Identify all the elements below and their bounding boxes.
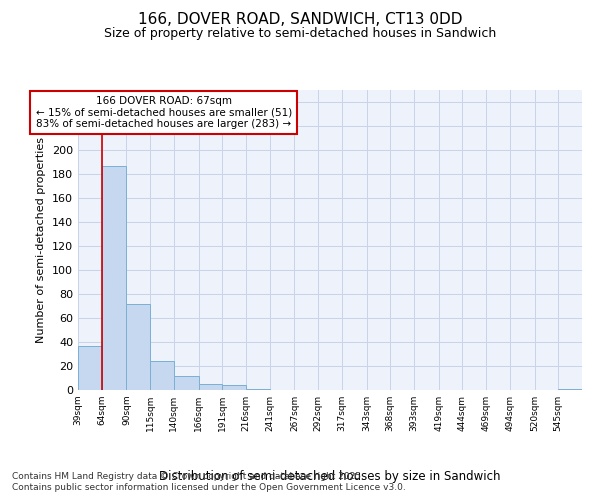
Text: Contains public sector information licensed under the Open Government Licence v3: Contains public sector information licen… (12, 484, 406, 492)
X-axis label: Distribution of semi-detached houses by size in Sandwich: Distribution of semi-detached houses by … (159, 470, 501, 483)
Bar (127, 304, 150, 390)
Bar (199, 384, 222, 390)
Text: Contains HM Land Registry data © Crown copyright and database right 2025.: Contains HM Land Registry data © Crown c… (12, 472, 364, 481)
Bar (222, 385, 246, 390)
Text: Size of property relative to semi-detached houses in Sandwich: Size of property relative to semi-detach… (104, 28, 496, 40)
Bar (246, 389, 270, 390)
Bar (174, 376, 199, 390)
Bar (558, 389, 582, 390)
Bar (150, 361, 174, 390)
Y-axis label: Number of semi-detached properties: Number of semi-detached properties (37, 137, 46, 343)
Text: 166, DOVER ROAD, SANDWICH, CT13 0DD: 166, DOVER ROAD, SANDWICH, CT13 0DD (138, 12, 462, 28)
Bar (78, 346, 102, 390)
Text: 166 DOVER ROAD: 67sqm
← 15% of semi-detached houses are smaller (51)
83% of semi: 166 DOVER ROAD: 67sqm ← 15% of semi-deta… (35, 96, 292, 129)
Bar (102, 166, 127, 390)
